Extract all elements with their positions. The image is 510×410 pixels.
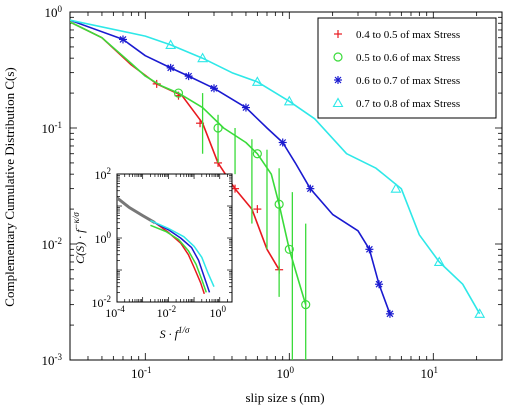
data-point (210, 84, 218, 93)
data-point (274, 199, 284, 209)
inset-series-line (150, 219, 215, 288)
series-4 (70, 19, 486, 318)
legend-marker (334, 76, 342, 84)
legend-entry: 0.6 to 0.7 of max Stress (334, 75, 460, 87)
inset-x-tick-label: 10-4 (105, 304, 125, 320)
legend-entry: 0.4 to 0.5 of max Stress (334, 29, 460, 41)
data-point (283, 95, 295, 106)
legend-label: 0.7 to 0.8 of max Stress (356, 98, 460, 110)
x-tick-label: 10-1 (131, 365, 152, 381)
legend-entry: 0.5 to 0.6 of max Stress (333, 52, 460, 64)
y-tick-label: 10-1 (42, 120, 63, 136)
data-point (166, 63, 175, 72)
inset-y-tick-label: 10-2 (92, 294, 112, 310)
legend-marker (334, 30, 342, 38)
data-point (173, 88, 184, 98)
data-point (474, 308, 486, 318)
data-point (306, 184, 315, 193)
data-point (301, 300, 311, 310)
series-line (70, 19, 481, 315)
inset-series-line (150, 224, 208, 293)
y-axis-title: Complementary Cumulative Distribution C(… (2, 67, 17, 306)
legend-label: 0.5 to 0.6 of max Stress (356, 52, 460, 64)
x-tick-label: 101 (421, 365, 439, 381)
series-line (70, 21, 307, 305)
inset-x-tick-label: 10-2 (157, 304, 177, 320)
series-2 (70, 21, 311, 360)
data-point (251, 76, 263, 86)
data-point (213, 123, 223, 133)
inset-x-axis-title: S · f1/σ (160, 325, 190, 341)
x-axis-title: slip size s (nm) (245, 390, 324, 405)
legend: 0.4 to 0.5 of max Stress 0.5 to 0.6 of ma… (317, 17, 497, 119)
x-tick-label: 100 (277, 365, 295, 381)
data-point (253, 205, 262, 214)
inset-x-tick-label: 100 (209, 304, 226, 320)
data-point (390, 183, 402, 193)
legend-entry: 0.7 to 0.8 of max Stress (332, 97, 460, 110)
inset-y-tick-label: 102 (95, 166, 112, 182)
data-point (165, 39, 177, 49)
inset-y-axis-title: C(S) · f−κ/σ (71, 212, 87, 264)
legend-label: 0.6 to 0.7 of max Stress (356, 75, 460, 87)
data-point (284, 244, 294, 254)
inset-series-line (154, 222, 211, 293)
y-tick-label: 10-3 (42, 352, 63, 368)
data-point (433, 256, 445, 267)
legend-label: 0.4 to 0.5 of max Stress (356, 29, 460, 41)
data-point (375, 280, 384, 289)
legend-marker (333, 52, 343, 62)
legend-marker (332, 97, 344, 108)
data-point (118, 35, 127, 44)
data-point (184, 72, 193, 81)
legend-box (317, 17, 497, 119)
data-point (241, 103, 250, 112)
y-tick-label: 10-2 (42, 236, 63, 252)
data-point (385, 309, 394, 318)
inset-y-tick-label: 100 (95, 230, 112, 246)
data-point (278, 138, 287, 147)
inset-series-line (117, 196, 156, 224)
y-tick-label: 100 (45, 4, 63, 20)
series-3 (70, 19, 394, 318)
data-point (252, 149, 262, 159)
data-point (365, 245, 374, 254)
series-line (70, 19, 391, 315)
data-point (197, 52, 209, 63)
